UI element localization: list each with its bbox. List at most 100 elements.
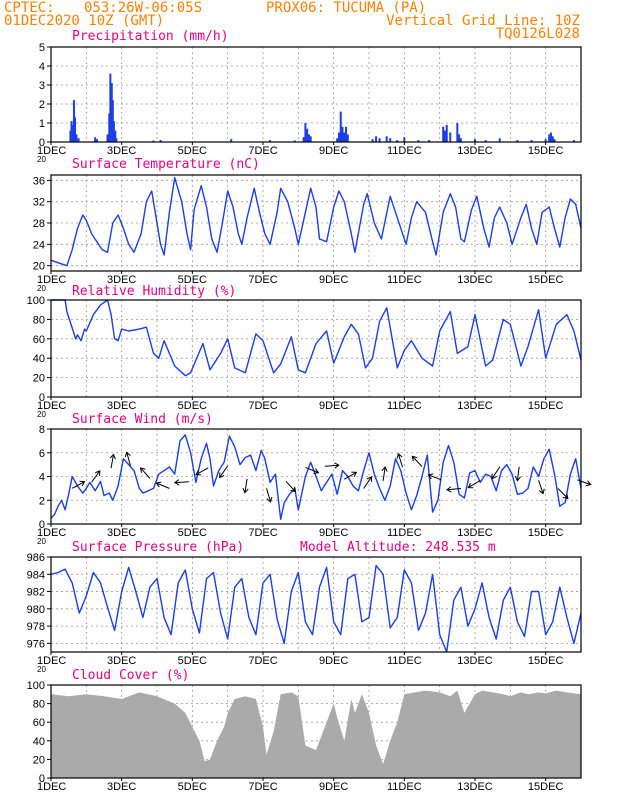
wind-arrow-shaft — [538, 480, 544, 494]
precip-bar — [551, 136, 554, 142]
panel-frame — [50, 684, 582, 779]
precip-bar — [449, 132, 452, 142]
precip-bar — [307, 134, 310, 142]
x-tick-label: 11DEC — [387, 781, 422, 793]
precip-bar — [484, 140, 487, 142]
panel-frame — [50, 428, 582, 525]
x-tick-label: 9DEC — [319, 781, 348, 793]
precip-bar — [341, 126, 344, 142]
y-tick-label: 80 — [33, 314, 45, 326]
y-tick-label: 0 — [39, 519, 45, 531]
header-location: PROX06: TUCUMA (PA) — [266, 0, 426, 16]
precip-bar — [544, 139, 547, 142]
panel-frame — [50, 556, 582, 653]
panel-frame — [50, 174, 582, 272]
wind-arrow-shaft — [91, 470, 101, 483]
x-year-label: 20 — [37, 665, 46, 674]
wind-arrow-head — [155, 481, 162, 488]
wind-arrow-shaft — [285, 480, 296, 492]
y-tick-label: 4 — [39, 472, 45, 484]
wind-arrow-head — [381, 466, 388, 472]
wind-arrow-shaft — [577, 479, 591, 486]
panel-wind: 0 2 4 6 8 1DEC 3DEC 5DEC 7DEC 9DEC 11DEC 13DEC 15DEC… — [37, 412, 592, 546]
x-tick-label: 15DEC — [528, 145, 564, 157]
x-tick-label: 13DEC — [457, 145, 493, 157]
x-tick-label: 7DEC — [248, 781, 277, 793]
wind-arrow-shaft — [305, 467, 319, 474]
header-coords: 053:26W-06:05S — [84, 0, 202, 16]
x-year-label: 20 — [37, 155, 46, 164]
precip-bar — [112, 121, 115, 142]
precip-bar — [346, 134, 349, 142]
wind-arrow-head — [351, 471, 358, 478]
precip-bar — [69, 130, 72, 142]
panel-title: Relative Humidity (%) — [72, 284, 236, 299]
x-tick-label: 13DEC — [457, 400, 493, 412]
wind-arrow-head — [109, 453, 116, 460]
header-source: CPTEC: — [4, 0, 55, 16]
wind-arrow-head — [334, 462, 340, 469]
panel-frame — [50, 46, 582, 143]
precip-bar — [516, 140, 519, 142]
y-tick-label: 60 — [33, 717, 45, 729]
x-tick-label: 11DEC — [387, 145, 422, 157]
x-tick-label: 9DEC — [319, 655, 348, 667]
wind-arrow-shaft — [195, 467, 209, 476]
y-tick-label: 0 — [39, 392, 45, 404]
y-tick-label: 2 — [39, 99, 45, 111]
wind-arrow-shaft — [516, 466, 520, 481]
precip-bar — [442, 126, 445, 142]
wind-arrow-shaft — [126, 452, 131, 466]
precip-bar — [230, 139, 233, 142]
precip-bar — [345, 126, 348, 142]
x-tick-label: 5DEC — [178, 655, 207, 667]
precip-bar — [396, 140, 399, 142]
x-tick-label: 11DEC — [387, 400, 422, 412]
wind-arrow-shaft — [468, 479, 481, 489]
x-tick-label: 13DEC — [457, 655, 493, 667]
panel-pressure: 976 978 980 982 984 986 1DEC 3DEC 5DEC 7DEC 9DEC 11… — [27, 540, 582, 674]
wind-arrow-shaft — [491, 466, 501, 479]
wind-arrow-head — [140, 467, 146, 473]
precip-bar — [498, 138, 501, 142]
y-tick-label: 978 — [27, 621, 45, 633]
x-tick-label: 3DEC — [107, 145, 136, 157]
precip-bar — [293, 140, 296, 142]
x-tick-label: 3DEC — [107, 400, 136, 412]
wind-arrow-head — [95, 470, 101, 476]
x-tick-label: 3DEC — [107, 781, 136, 793]
precip-bar — [456, 123, 459, 142]
x-tick-label: 11DEC — [387, 274, 422, 286]
precip-bar — [115, 138, 118, 142]
panel-frame — [50, 299, 582, 398]
wind-arrow-head — [427, 473, 434, 480]
x-tick-label: 3DEC — [107, 274, 136, 286]
wind-arrow-head — [242, 487, 249, 494]
wind-arrow-head — [366, 476, 373, 482]
precip-bar — [94, 137, 97, 142]
x-tick-label: 5DEC — [178, 274, 207, 286]
wind-arrow-shaft — [446, 487, 461, 491]
precip-bar — [71, 124, 74, 142]
x-year-label: 20 — [37, 537, 46, 546]
wind-arrow-shaft — [363, 476, 372, 489]
y-tick-label: 20 — [33, 261, 45, 273]
wind-arrow-shaft — [344, 471, 357, 480]
precip-bar — [336, 138, 339, 142]
x-tick-label: 1DEC — [37, 400, 66, 412]
wind-arrow-shaft — [156, 482, 170, 489]
x-tick-label: 15DEC — [528, 274, 564, 286]
precip-bar — [77, 138, 80, 142]
y-tick-label: 980 — [27, 604, 45, 616]
series-line — [51, 299, 582, 377]
precip-bar — [304, 123, 307, 142]
wind-arrow-shaft — [219, 465, 229, 478]
wind-arrow-shaft — [412, 456, 423, 467]
x-tick-label: 1DEC — [37, 527, 66, 539]
y-tick-label: 1 — [39, 118, 45, 130]
x-tick-label: 3DEC — [107, 655, 136, 667]
x-tick-label: 1DEC — [37, 655, 66, 667]
wind-arrow-head — [585, 480, 592, 487]
x-tick-label: 15DEC — [528, 781, 564, 793]
